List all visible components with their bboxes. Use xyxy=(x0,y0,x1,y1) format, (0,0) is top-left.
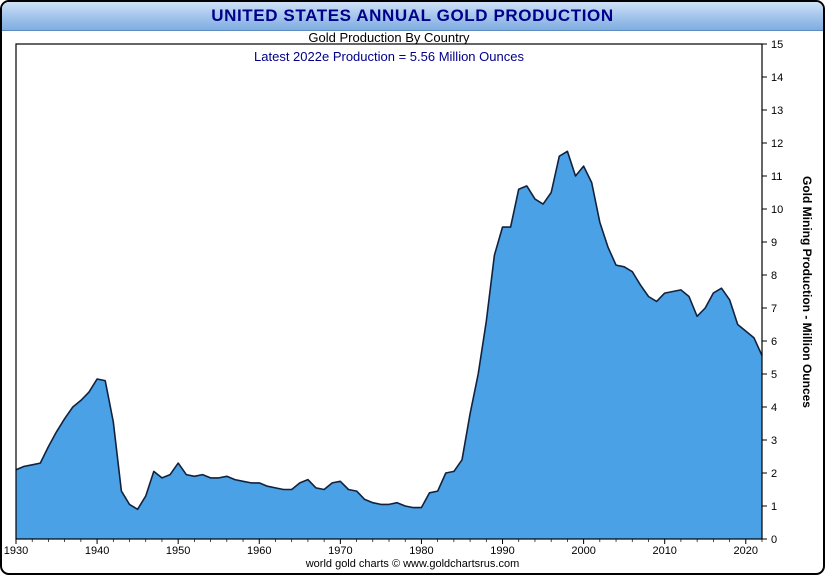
svg-text:14: 14 xyxy=(771,72,783,84)
svg-text:7: 7 xyxy=(771,303,777,315)
svg-text:12: 12 xyxy=(771,138,783,150)
svg-text:15: 15 xyxy=(771,39,783,51)
svg-text:1980: 1980 xyxy=(409,545,433,557)
svg-text:11: 11 xyxy=(771,171,782,183)
svg-text:1970: 1970 xyxy=(328,545,352,557)
svg-text:1930: 1930 xyxy=(4,545,28,557)
svg-text:13: 13 xyxy=(771,105,783,117)
svg-text:2000: 2000 xyxy=(571,545,595,557)
svg-text:3: 3 xyxy=(771,435,777,447)
svg-text:1960: 1960 xyxy=(247,545,271,557)
header-bar: UNITED STATES ANNUAL GOLD PRODUCTION xyxy=(2,2,823,31)
y-axis-label-container: Gold Mining Production - Million Ounces xyxy=(799,44,815,539)
chart-title: Gold Production By Country xyxy=(308,30,470,45)
svg-text:9: 9 xyxy=(771,237,777,249)
svg-text:1940: 1940 xyxy=(85,545,109,557)
svg-text:2020: 2020 xyxy=(734,545,758,557)
svg-text:0: 0 xyxy=(771,534,777,546)
svg-text:5: 5 xyxy=(771,369,777,381)
svg-text:2: 2 xyxy=(771,468,777,480)
chart-subtitle: Latest 2022e Production = 5.56 Million O… xyxy=(254,49,524,64)
svg-text:4: 4 xyxy=(771,402,777,414)
y-axis-label: Gold Mining Production - Million Ounces xyxy=(800,175,814,408)
svg-text:8: 8 xyxy=(771,270,777,282)
svg-text:1: 1 xyxy=(771,501,777,513)
svg-text:1990: 1990 xyxy=(490,545,514,557)
page-title: UNITED STATES ANNUAL GOLD PRODUCTION xyxy=(211,6,614,25)
footer-credit: world gold charts © www.goldchartsrus.co… xyxy=(305,558,520,570)
svg-text:2010: 2010 xyxy=(652,545,676,557)
svg-text:10: 10 xyxy=(771,204,783,216)
svg-text:6: 6 xyxy=(771,336,777,348)
svg-text:1950: 1950 xyxy=(166,545,190,557)
